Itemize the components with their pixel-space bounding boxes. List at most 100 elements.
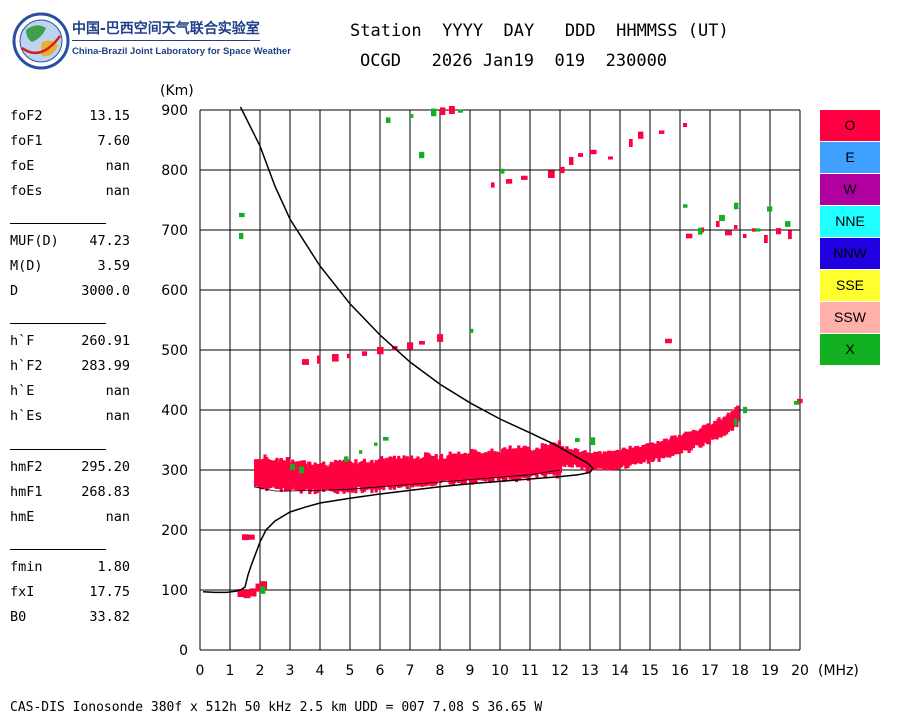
o-scatter-mark bbox=[317, 355, 321, 364]
x-mode-mark bbox=[785, 221, 791, 227]
y-tick-label: 900 bbox=[161, 103, 188, 119]
param-row: fxI 17.75 bbox=[10, 584, 130, 602]
x-mode-mark bbox=[470, 328, 474, 333]
x-mode-mark bbox=[719, 214, 725, 222]
x-mode-mark bbox=[260, 586, 266, 594]
electron-density-profile-curve bbox=[202, 106, 594, 594]
param-row: foF2 13.15 bbox=[10, 108, 130, 126]
lab-name-en: China-Brazil Joint Laboratory for Space … bbox=[72, 46, 291, 57]
trace-midline bbox=[253, 469, 561, 492]
x-mode-mark bbox=[239, 212, 245, 218]
x-tick-label: 11 bbox=[521, 663, 539, 679]
param-row: D 3000.0 bbox=[10, 283, 130, 301]
param-label: M(D) bbox=[10, 258, 43, 274]
x-tick-label: 12 bbox=[551, 663, 569, 679]
param-value: 13.15 bbox=[89, 108, 130, 124]
y-tick-label: 500 bbox=[161, 343, 188, 359]
o-scatter-mark bbox=[560, 166, 565, 174]
o-scatter-mark bbox=[419, 340, 425, 345]
param-label: fxI bbox=[10, 584, 35, 600]
param-value: 1.80 bbox=[97, 559, 130, 575]
legend-item-e: E bbox=[820, 142, 880, 173]
ionogram-chart: 0 1 2 3 4 5 6 7 8 9 10 11 12 13 14 15 16 17 18 19 2001002003… bbox=[160, 83, 859, 679]
o-trace-mark bbox=[736, 405, 740, 422]
param-row: MUF(D) 47.23 bbox=[10, 233, 130, 251]
x-mode-mark bbox=[734, 202, 739, 210]
param-row: M(D) 3.59 bbox=[10, 258, 130, 276]
o-scatter-mark bbox=[362, 351, 368, 356]
param-group-separator bbox=[10, 223, 106, 224]
param-label: foF2 bbox=[10, 108, 43, 124]
x-mode-mark bbox=[590, 437, 596, 446]
param-row: foE nan bbox=[10, 158, 130, 176]
o-scatter-mark bbox=[569, 157, 574, 165]
param-value: 47.23 bbox=[89, 233, 130, 249]
o-scatter-mark bbox=[797, 398, 803, 404]
o-scatter-mark bbox=[302, 359, 309, 365]
y-tick-label: 100 bbox=[161, 583, 188, 599]
x-mode-mark bbox=[239, 232, 244, 240]
param-label: foEs bbox=[10, 183, 43, 199]
legend-item-sse: SSE bbox=[820, 270, 880, 301]
param-row: hmF1 268.83 bbox=[10, 484, 130, 502]
x-mode-mark bbox=[410, 114, 414, 118]
lab-name-cn: 中国-巴西空间天气联合实验室 bbox=[72, 21, 260, 37]
y-tick-label: 800 bbox=[161, 163, 188, 179]
x-tick-label: 16 bbox=[671, 663, 689, 679]
o-scatter-mark bbox=[701, 227, 705, 233]
param-row: hmE nan bbox=[10, 509, 130, 527]
param-value: nan bbox=[105, 183, 130, 199]
o-scatter-mark bbox=[347, 353, 351, 359]
x-tick-label: 5 bbox=[346, 663, 355, 679]
o-scatter-mark bbox=[578, 153, 584, 157]
x-mode-mark bbox=[794, 400, 800, 405]
param-value: 268.83 bbox=[81, 484, 130, 500]
o-scatter-mark bbox=[521, 175, 528, 180]
x-mode-mark bbox=[344, 456, 349, 462]
low-echo-mark bbox=[237, 589, 245, 597]
param-value: 33.82 bbox=[89, 609, 130, 625]
param-label: fmin bbox=[10, 559, 43, 575]
x-mode-mark bbox=[386, 117, 391, 123]
param-row: B0 33.82 bbox=[10, 609, 130, 627]
x-mode-mark bbox=[299, 466, 305, 474]
param-group-separator bbox=[10, 323, 106, 324]
low-echo-mark bbox=[243, 590, 251, 599]
o-scatter-mark bbox=[683, 122, 688, 128]
param-label: h`E bbox=[10, 383, 35, 399]
o-scatter-mark bbox=[665, 338, 672, 344]
o-scatter-mark bbox=[659, 130, 665, 134]
x-tick-label: 2 bbox=[256, 663, 265, 679]
legend-item-nne: NNE bbox=[820, 206, 880, 237]
legend-item-w: W bbox=[820, 174, 880, 205]
param-label: h`Es bbox=[10, 408, 43, 424]
x-mode-mark bbox=[500, 168, 505, 174]
lab-logo-globe bbox=[12, 12, 70, 70]
x-tick-label: 10 bbox=[491, 663, 509, 679]
legend-item-x: X bbox=[820, 334, 880, 365]
o-scatter-mark bbox=[440, 107, 446, 115]
o-scatter-mark bbox=[608, 156, 613, 160]
param-label: hmE bbox=[10, 509, 35, 525]
param-label: hmF1 bbox=[10, 484, 43, 500]
x-tick-label: 9 bbox=[466, 663, 475, 679]
legend-item-nnw: NNW bbox=[820, 238, 880, 269]
legend-item-o: O bbox=[820, 110, 880, 141]
x-tick-label: 3 bbox=[286, 663, 295, 679]
o-scatter-mark bbox=[686, 233, 693, 239]
o-scatter-mark bbox=[776, 228, 782, 235]
param-label: MUF(D) bbox=[10, 233, 59, 249]
low-echo-mark bbox=[255, 583, 263, 592]
x-tick-label: 15 bbox=[641, 663, 659, 679]
param-label: foE bbox=[10, 158, 35, 174]
o-scatter-mark bbox=[743, 233, 747, 239]
x-tick-label: 14 bbox=[611, 663, 629, 679]
o-scatter-mark bbox=[248, 534, 255, 540]
param-value: nan bbox=[105, 408, 130, 424]
x-mode-mark bbox=[683, 204, 688, 208]
param-group-separator bbox=[10, 549, 106, 550]
x-tick-label: 6 bbox=[376, 663, 385, 679]
param-value: 7.60 bbox=[97, 133, 130, 149]
param-value: 3000.0 bbox=[81, 283, 130, 299]
o-scatter-mark bbox=[377, 346, 384, 355]
